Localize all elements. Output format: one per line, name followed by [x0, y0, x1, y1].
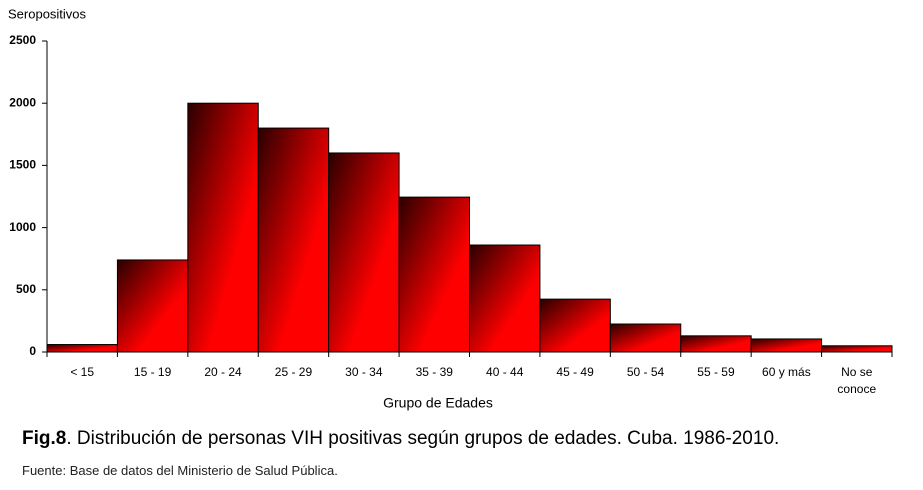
y-tick-label: 0 [29, 344, 36, 358]
x-axis-title: Grupo de Edades [383, 395, 493, 411]
bar [821, 345, 893, 353]
bar [328, 152, 400, 353]
x-tick-label: 55 - 59 [697, 365, 735, 379]
bar [257, 127, 330, 353]
x-tick-label: 15 - 19 [133, 365, 172, 379]
caption-label: Fig.8 [22, 428, 67, 449]
x-tick-label: 45 - 49 [556, 365, 594, 379]
x-tick-label: 20 - 24 [204, 365, 242, 379]
bar [539, 298, 611, 353]
bar [187, 102, 259, 353]
x-tick-label: 25 - 29 [274, 365, 313, 379]
caption: Fig.8. Distribución de personas VIH posi… [22, 428, 779, 450]
x-tick-label: No se conoce [837, 365, 877, 396]
y-tick-label: 1000 [9, 220, 36, 234]
bar [116, 259, 189, 353]
y-axis-title: Seropositivos [8, 6, 87, 21]
y-tick-label: 2000 [9, 95, 36, 109]
y-tick-label: 2500 [9, 33, 36, 47]
x-tick-label: < 15 [70, 365, 95, 379]
x-tick-label: 50 - 54 [626, 365, 665, 379]
x-tick-label: 60 y más [762, 365, 811, 379]
x-tick-label: 40 - 44 [486, 365, 524, 379]
bar [680, 335, 752, 353]
x-tick-label: 35 - 39 [415, 365, 453, 379]
bar [398, 196, 471, 353]
chart: Seropositivos Grupo de Edades 0 500 1000 15… [8, 6, 893, 411]
x-tick-label: 30 - 34 [345, 365, 383, 379]
source: Fuente: Base de datos del Ministerio de … [22, 463, 338, 478]
caption-text: . Distribución de personas VIH positivas… [66, 428, 780, 449]
bar [609, 323, 682, 353]
bar [46, 344, 118, 353]
bar [469, 244, 541, 353]
y-tick-label: 500 [16, 282, 36, 296]
bar [750, 338, 823, 353]
y-tick-label: 1500 [9, 158, 36, 172]
